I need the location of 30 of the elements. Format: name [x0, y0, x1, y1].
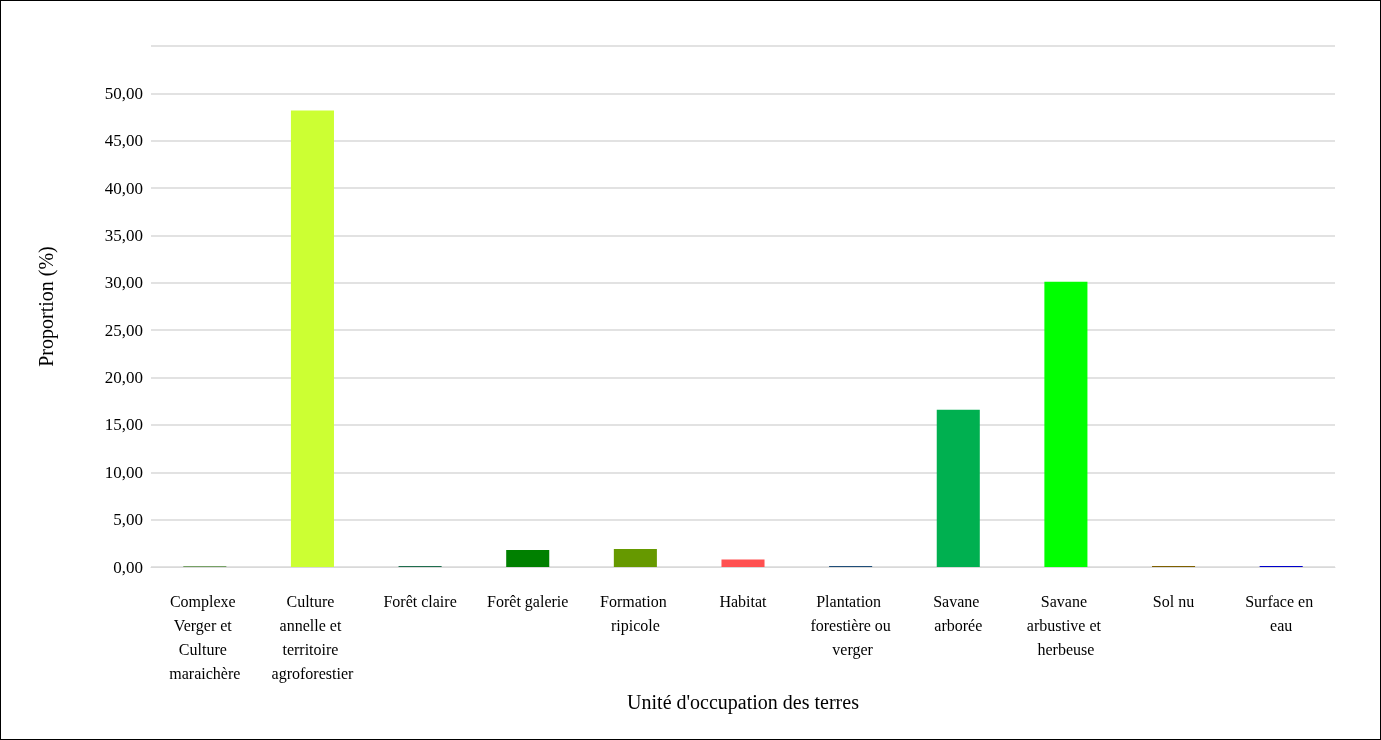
x-axis-title: Unité d'occupation des terres: [627, 691, 860, 714]
x-tick-label: Forêt claire: [383, 592, 457, 610]
x-tick-label: Culture annelle et territoire agroforestier: [271, 592, 354, 683]
bar: [721, 559, 765, 567]
x-tick-label: Complexe Verger et Culture maraichère: [169, 592, 241, 682]
y-tick-label: 10,00: [104, 462, 143, 482]
y-tick-label: 0,00: [113, 557, 143, 577]
x-tick-label: Surface en eau: [1245, 592, 1318, 634]
x-tick-label: Sol nu: [1152, 592, 1195, 610]
y-tick-label: 25,00: [104, 320, 143, 340]
x-tick-label: Forêt galerie: [487, 592, 569, 611]
y-axis-title: Proportion (%): [35, 246, 58, 367]
y-tick-label: 40,00: [104, 178, 143, 198]
y-tick-label: 45,00: [104, 131, 143, 151]
x-tick-label: Savane arbustive et herbeuse: [1026, 592, 1106, 658]
x-tick-label: Savane arborée: [933, 592, 984, 634]
bar: [613, 549, 657, 567]
y-tick-label: 35,00: [104, 225, 143, 245]
y-tick-label: 20,00: [104, 368, 143, 388]
y-tick-label: 15,00: [104, 415, 143, 435]
bar: [506, 549, 550, 567]
y-tick-label: 50,00: [104, 83, 143, 103]
bar: [290, 110, 334, 567]
y-tick-label: 5,00: [113, 510, 143, 530]
bar: [1044, 281, 1088, 567]
x-tick-label: Habitat: [719, 592, 768, 610]
y-tick-label: 30,00: [104, 273, 143, 293]
x-tick-label: Formation ripicole: [600, 592, 671, 635]
bar: [936, 409, 980, 567]
x-tick-label: Plantation forestière ou verger: [810, 592, 891, 659]
